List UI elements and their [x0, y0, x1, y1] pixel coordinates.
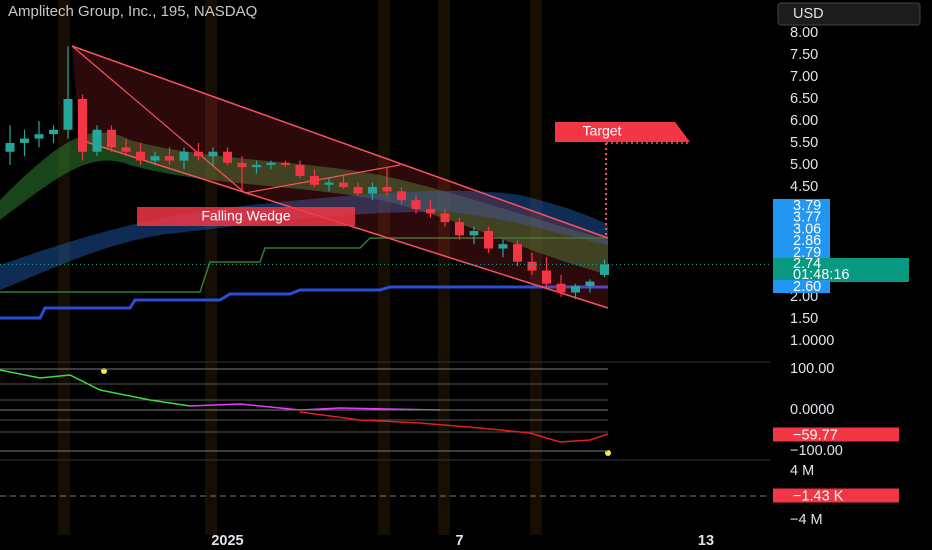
- y-tick-label: 6.50: [790, 91, 818, 107]
- candle-body: [49, 129, 58, 135]
- y-tick-label: 0.0000: [790, 402, 834, 418]
- level-box: [773, 199, 830, 260]
- candle-body: [20, 138, 29, 143]
- candle-body: [165, 156, 174, 161]
- candle-body: [411, 200, 421, 209]
- candle-body: [455, 222, 464, 236]
- countdown: 01:48:16: [793, 267, 849, 283]
- last-value-label: −59.77: [793, 427, 838, 443]
- candle-body: [513, 244, 522, 262]
- candle-body: [252, 164, 261, 168]
- candle-body: [382, 186, 392, 192]
- candle-body: [194, 151, 203, 157]
- candle-body: [121, 147, 131, 152]
- candle-body: [179, 151, 189, 161]
- x-tick-label: 2025: [211, 533, 243, 549]
- candle-body: [339, 182, 348, 187]
- y-tick-label: 7.00: [790, 69, 818, 85]
- level-label: 3.77: [793, 210, 821, 226]
- chart-title: Amplitech Group, Inc., 195, NASDAQ: [8, 3, 257, 20]
- candle-body: [556, 283, 566, 293]
- candle-body: [440, 213, 450, 223]
- target-label: Target: [583, 123, 622, 139]
- candle-body: [469, 230, 479, 236]
- candle-body: [527, 261, 537, 271]
- y-tick-label: 8.00: [790, 25, 818, 41]
- candle-body: [397, 191, 406, 201]
- y-tick-label: −100.00: [790, 443, 843, 459]
- candle-body: [353, 186, 363, 194]
- low-level-box: [773, 280, 830, 293]
- last-price-label: 2.74: [793, 256, 821, 272]
- candle-body: [542, 270, 551, 284]
- candle-body: [78, 98, 87, 152]
- candle-body: [223, 151, 232, 163]
- last-value-label: −1.43 K: [793, 488, 844, 504]
- y-tick-label: 5.00: [790, 157, 818, 173]
- y-tick-label: 6.00: [790, 113, 818, 129]
- candle-body: [237, 162, 247, 168]
- y-tick-label: 4 M: [790, 463, 814, 479]
- y-tick-label: −4 M: [790, 512, 823, 528]
- session-stripes: [58, 0, 542, 535]
- candle-body: [498, 244, 508, 249]
- candle-body: [63, 98, 73, 130]
- candle-body: [281, 162, 290, 165]
- candle-body: [92, 129, 102, 152]
- candle-body: [600, 264, 609, 275]
- level-label: 2.79: [793, 245, 821, 261]
- candle-body: [136, 151, 145, 161]
- y-tick-label: 5.50: [790, 135, 818, 151]
- y-tick-label: 4.50: [790, 179, 818, 195]
- candle-body: [208, 151, 218, 157]
- level-label: 2.86: [793, 233, 821, 249]
- low-level-label: 2.60: [793, 279, 821, 295]
- candle-body: [310, 175, 319, 185]
- indicator-lines: [0, 361, 770, 497]
- candle-body: [266, 162, 276, 165]
- y-tick-label: 7.50: [790, 47, 818, 63]
- x-tick-label: 13: [698, 533, 714, 549]
- candle-body: [484, 230, 493, 249]
- wedge-label: Falling Wedge: [201, 208, 290, 224]
- currency[interactable]: USD: [793, 6, 824, 22]
- candle-body: [368, 186, 377, 194]
- candle-body: [426, 208, 435, 214]
- candle-body: [107, 129, 116, 148]
- y-tick-label: 1.0000: [790, 333, 834, 349]
- last-price-box: [773, 258, 909, 282]
- y-tick-label: 1.50: [790, 311, 818, 327]
- last-value-box: [773, 427, 899, 442]
- candle-body: [150, 156, 160, 161]
- candle-body: [571, 285, 580, 293]
- candle-body: [324, 182, 334, 185]
- candle-body: [295, 164, 305, 176]
- y-tick-label: 100.00: [790, 361, 834, 377]
- x-tick-label: 7: [455, 533, 463, 549]
- last-value-box: [773, 488, 899, 503]
- level-label: 3.79: [793, 198, 821, 214]
- candle-body: [585, 281, 595, 286]
- candle-body: [34, 134, 44, 139]
- candle-body: [5, 142, 15, 152]
- level-label: 3.06: [793, 221, 821, 237]
- currency-box[interactable]: [777, 2, 921, 26]
